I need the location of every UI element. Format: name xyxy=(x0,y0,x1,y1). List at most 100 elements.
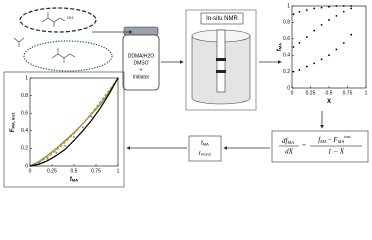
point xyxy=(305,9,308,12)
equation-text: inst. xyxy=(344,134,352,139)
equation-part: fMA−FMAinst. xyxy=(318,134,352,144)
equation-text: F xyxy=(332,136,338,144)
output-box xyxy=(188,135,222,162)
y-tick-label: 0 xyxy=(287,85,290,91)
point xyxy=(292,70,295,73)
point xyxy=(320,58,323,61)
vial-cap xyxy=(123,26,159,36)
y-tick-label: 0.8 xyxy=(283,20,290,26)
point xyxy=(342,5,345,7)
y-tick-label: 0.2 xyxy=(283,69,290,75)
x-tick-label: 1 xyxy=(365,90,368,96)
y-tick-label: 1 xyxy=(287,3,290,9)
point xyxy=(313,29,316,32)
chart-frame xyxy=(3,71,125,188)
point xyxy=(350,7,353,10)
x-tick-label: 0.75 xyxy=(91,168,101,174)
point xyxy=(342,42,345,44)
y-tick-label: 0.4 xyxy=(21,128,28,134)
output-text: rmon2 xyxy=(199,151,212,157)
point xyxy=(55,151,58,154)
y-axis-label: fMA xyxy=(277,43,283,51)
x-axis-label-text: f xyxy=(70,177,73,183)
vial xyxy=(122,34,160,91)
monomer-ellipse xyxy=(19,7,97,33)
y-tick-label: 1 xyxy=(25,75,28,81)
vial-label: Initiator xyxy=(133,74,150,80)
x-tick-label: 0 xyxy=(29,168,32,174)
point xyxy=(81,126,84,129)
point xyxy=(64,144,67,147)
y-axis-label: FMA, inst. xyxy=(10,112,16,132)
point xyxy=(298,42,301,44)
plot-frame xyxy=(291,5,367,89)
x-tick-label: 0.25 xyxy=(47,168,57,174)
point xyxy=(292,46,295,48)
equation-text: f xyxy=(318,136,321,144)
x-tick-label: 1 xyxy=(117,168,120,174)
y-tick-label: 0.4 xyxy=(283,53,290,59)
point xyxy=(305,65,308,68)
output-text-part: MA xyxy=(203,142,209,147)
equation-text: − xyxy=(328,136,333,144)
equation-text: MA xyxy=(319,139,327,144)
x-axis-label-sub: MA xyxy=(72,178,78,183)
point xyxy=(90,115,93,118)
point xyxy=(292,13,295,16)
x-tick-label: 0.5 xyxy=(71,168,78,174)
atom: OH xyxy=(67,15,73,20)
x-axis-label: fMA xyxy=(70,177,78,183)
point xyxy=(335,48,338,51)
coil xyxy=(216,58,226,61)
equation-box xyxy=(271,130,369,163)
vial-label: + xyxy=(140,67,143,73)
x-tick-label: 0.75 xyxy=(343,90,353,96)
equation-part: = xyxy=(302,142,306,150)
plot-frame xyxy=(29,77,119,167)
x-tick-label: 0.25 xyxy=(306,90,316,96)
point xyxy=(313,7,316,10)
point xyxy=(73,135,75,138)
point xyxy=(46,157,49,160)
vial-label: DMSO xyxy=(134,60,149,66)
output-text-part: f xyxy=(201,141,203,147)
point xyxy=(320,6,323,9)
point xyxy=(320,23,323,26)
point xyxy=(335,14,338,17)
equation-text: df xyxy=(282,137,289,145)
nmr-label-box xyxy=(200,12,244,25)
output-text-part: mon2 xyxy=(201,152,212,157)
point xyxy=(328,54,330,57)
x-axis-label-text: X xyxy=(327,99,331,105)
line xyxy=(29,77,119,167)
y-tick-label: 0.6 xyxy=(283,36,290,42)
y-tick-label: 0 xyxy=(25,163,28,169)
equation-text: MA xyxy=(286,140,294,145)
monomer-ellipse xyxy=(23,40,113,72)
y-axis-label-sub: MA, inst. xyxy=(11,112,16,129)
point xyxy=(328,5,330,8)
y-axis-label-text: F xyxy=(10,128,16,132)
x-axis-label: X xyxy=(327,99,331,105)
point xyxy=(328,19,330,21)
point xyxy=(350,33,353,36)
output-text-part: r xyxy=(199,151,201,157)
point xyxy=(350,5,353,7)
point xyxy=(298,69,301,71)
point xyxy=(298,10,301,13)
point xyxy=(313,62,316,65)
output-text: fMA xyxy=(201,141,209,147)
vial-label: DDMA/H2O xyxy=(128,53,155,59)
y-tick-label: 0.6 xyxy=(21,111,28,117)
x-tick-label: 0.5 xyxy=(326,90,333,96)
equation-text: MA xyxy=(337,139,345,144)
point xyxy=(342,10,345,13)
coil xyxy=(216,70,226,73)
y-axis-label-sub: MA xyxy=(278,43,283,49)
line xyxy=(29,77,119,167)
point xyxy=(335,5,338,7)
molecules xyxy=(13,12,76,63)
nmr-label: In-situ NMR xyxy=(206,16,238,22)
point xyxy=(99,103,102,106)
y-tick-label: 0.2 xyxy=(21,146,28,152)
